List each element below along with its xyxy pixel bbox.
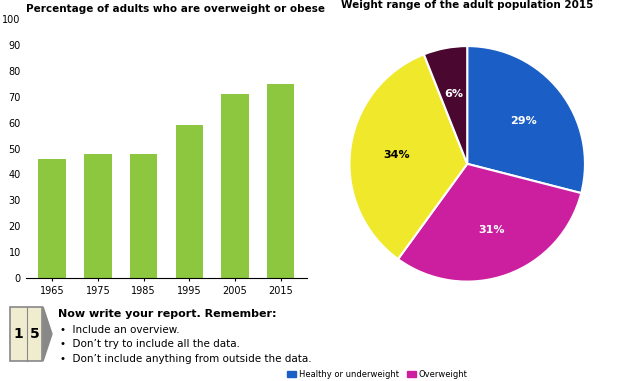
Text: •  Don’t include anything from outside the data.: • Don’t include anything from outside th… xyxy=(60,354,312,364)
Polygon shape xyxy=(43,307,52,361)
Bar xyxy=(38,159,66,278)
Bar xyxy=(84,154,111,278)
Text: 1: 1 xyxy=(13,327,23,341)
Text: 6%: 6% xyxy=(444,90,463,99)
Text: 29%: 29% xyxy=(509,115,536,125)
Text: 34%: 34% xyxy=(384,150,410,160)
Text: Now write your report. Remember:: Now write your report. Remember: xyxy=(58,309,276,319)
Wedge shape xyxy=(349,54,467,259)
Text: 31%: 31% xyxy=(478,225,504,235)
Legend: Healthy or underweight, Obese (too fat), Overweight, Severely obese (dangerously: Healthy or underweight, Obese (too fat),… xyxy=(284,367,562,381)
Text: •  Don’t try to include all the data.: • Don’t try to include all the data. xyxy=(60,339,240,349)
Text: •  Include an overview.: • Include an overview. xyxy=(60,325,180,335)
Wedge shape xyxy=(424,46,467,164)
Bar xyxy=(130,154,157,278)
Bar xyxy=(175,125,203,278)
Wedge shape xyxy=(467,46,585,193)
Bar xyxy=(10,307,42,361)
Bar xyxy=(221,94,249,278)
Text: 5: 5 xyxy=(29,327,39,341)
Title: Weight range of the adult population 2015: Weight range of the adult population 201… xyxy=(341,0,593,10)
Wedge shape xyxy=(398,164,581,282)
Text: Percentage of adults who are overweight or obese: Percentage of adults who are overweight … xyxy=(26,4,324,14)
Bar xyxy=(267,84,294,278)
